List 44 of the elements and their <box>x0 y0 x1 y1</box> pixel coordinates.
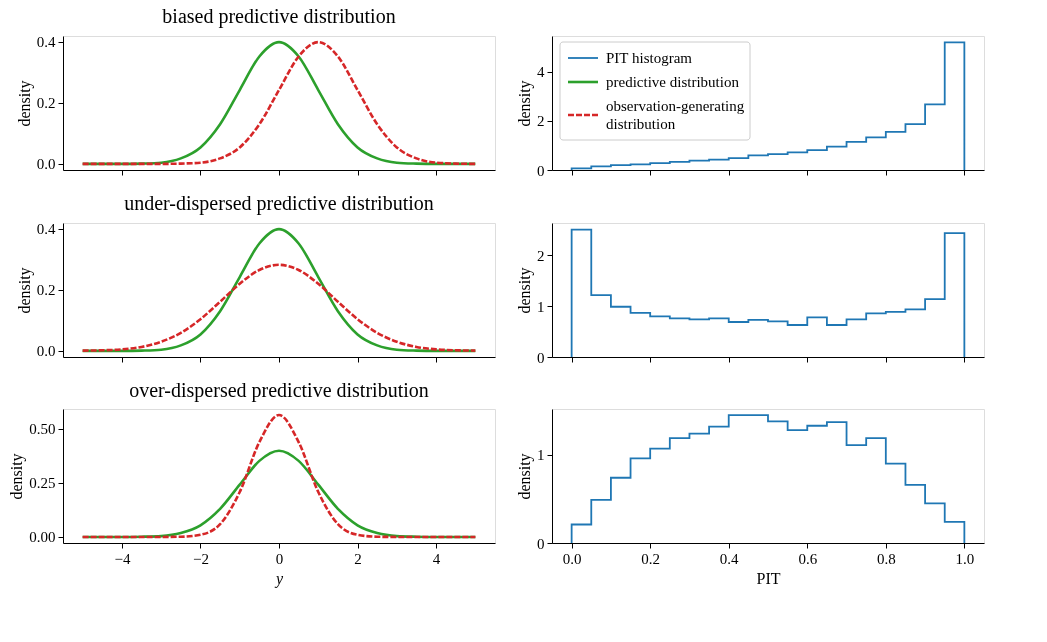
y-tick-label: 1 <box>537 447 545 464</box>
x-tick-label: 0.8 <box>876 550 896 567</box>
y-tick-label: 0.0 <box>36 156 56 173</box>
y-tick-label: 0.4 <box>36 221 56 238</box>
y-axis-title: density <box>8 453 27 500</box>
y-tick-label: 0 <box>537 162 545 179</box>
x-tick-label: 0.4 <box>719 550 740 567</box>
y-axis-title: density <box>516 267 534 314</box>
y-tick-label: 2 <box>537 113 545 130</box>
x-axis-title: PIT <box>756 569 781 587</box>
y-tick-label: 2 <box>537 247 545 264</box>
chart-title: under-dispersed predictive distribution <box>124 191 434 215</box>
x-tick-label: 0.6 <box>798 550 818 567</box>
y-tick-label: 0 <box>537 349 545 366</box>
y-axis-title: density <box>516 453 534 500</box>
x-axis-title: y <box>273 569 284 588</box>
legend-label: predictive distribution <box>606 74 740 90</box>
x-tick-label: 0.2 <box>641 550 661 567</box>
x-tick-label: 1.0 <box>955 550 975 567</box>
x-tick-label: 0.0 <box>562 550 582 567</box>
y-axis-title: density <box>15 267 34 314</box>
chart-title: over-dispersed predictive distribution <box>129 379 429 402</box>
line-series <box>81 263 477 352</box>
y-tick-label: 0.25 <box>29 475 56 492</box>
x-tick-label: 2 <box>354 550 362 567</box>
x-tick-label: −2 <box>192 550 209 567</box>
chart-title: biased predictive distribution <box>162 4 396 28</box>
y-tick-label: 0.4 <box>36 34 56 51</box>
line-series <box>81 413 477 539</box>
y-tick-label: 1 <box>537 298 545 315</box>
y-tick-label: 0.2 <box>36 95 56 112</box>
y-tick-label: 0.00 <box>29 529 56 546</box>
y-tick-label: 4 <box>537 64 545 81</box>
y-tick-label: 0.0 <box>36 343 56 360</box>
y-tick-label: 0.2 <box>36 282 56 299</box>
y-axis-title: density <box>516 80 534 127</box>
y-tick-label: 0.50 <box>29 421 56 438</box>
y-axis-title: density <box>15 80 34 127</box>
y-tick-label: 0 <box>537 535 545 552</box>
x-tick-label: −4 <box>114 550 131 567</box>
x-tick-label: 0 <box>275 550 284 567</box>
legend-label: PIT histogram <box>606 50 693 66</box>
legend-label: observation-generating distribution <box>606 98 745 132</box>
x-tick-label: 4 <box>432 550 441 567</box>
